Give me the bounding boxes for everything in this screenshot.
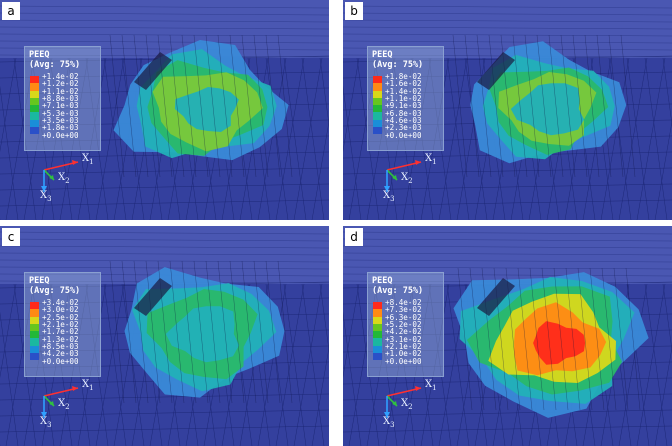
legend-swatch [30, 302, 39, 310]
panel-label: c [2, 228, 20, 246]
legend-swatch [373, 353, 382, 361]
axis-triad [384, 160, 422, 192]
legend-swatch [373, 119, 382, 128]
legend-swatch [30, 345, 39, 354]
panel-label: a [2, 2, 20, 20]
panel-d: d PEEQ (Avg: 75%) +8.4e-02 +7.3e-02 +6.3e-… [343, 226, 672, 446]
legend-swatch [30, 127, 39, 135]
legend-swatch [373, 316, 382, 324]
color-legend: PEEQ (Avg: 75%) +8.4e-02 +7.3e-02 +6.3e-0… [367, 272, 444, 377]
panel-a: a PEEQ (Avg: 75%) +1.4e-02 +1.2e-02 +1.1e-… [0, 0, 329, 220]
panel-b: b PEEQ (Avg: 75%) +1.8e-02 +1.6e-02 +1.4e-… [343, 0, 672, 220]
legend-swatch [373, 105, 382, 113]
axis-label-x1: X1 [425, 153, 437, 166]
axis-label-x1: X1 [425, 379, 437, 392]
legend-swatch [30, 105, 39, 113]
legend-swatch [373, 97, 382, 106]
legend-colorbar [30, 76, 39, 135]
legend-swatch [30, 309, 39, 317]
axis-triad [41, 160, 79, 192]
axis-label-x3: X3 [383, 190, 395, 203]
axis-label-x2: X2 [58, 172, 70, 185]
legend-values: +8.4e-02 +7.3e-02 +6.3e-02 +5.2e-02 +4.2… [385, 298, 422, 366]
legend-title: PEEQ (Avg: 75%) [29, 276, 81, 296]
fe-mesh-plot [343, 226, 672, 446]
axis-label-x2: X2 [58, 398, 70, 411]
legend-swatch [30, 97, 39, 106]
axis-label-x3: X3 [40, 190, 52, 203]
legend-swatch [373, 331, 382, 339]
axis-label-x1: X1 [82, 153, 94, 166]
axis-label-x2: X2 [401, 172, 413, 185]
legend-swatch [373, 127, 382, 135]
axis-label-x1: X1 [82, 379, 94, 392]
legend-colorbar [373, 76, 382, 135]
legend-swatch [373, 345, 382, 354]
axis-label-x2: X2 [401, 398, 413, 411]
legend-swatch [30, 112, 39, 120]
legend-swatch [373, 338, 382, 346]
legend-swatch [30, 353, 39, 361]
legend-values: +3.4e-02 +3.0e-02 +2.5e-02 +2.1e-02 +1.7… [42, 298, 79, 366]
legend-swatch [30, 119, 39, 128]
legend-swatch [30, 76, 39, 84]
legend-title: PEEQ (Avg: 75%) [372, 50, 424, 70]
legend-swatch [373, 76, 382, 84]
legend-title: PEEQ (Avg: 75%) [372, 276, 424, 296]
fe-mesh-plot [0, 226, 329, 446]
legend-values: +1.4e-02 +1.2e-02 +1.1e-02 +8.8e-03 +7.1… [42, 72, 79, 140]
panel-label: d [345, 228, 363, 246]
legend-title: PEEQ (Avg: 75%) [29, 50, 81, 70]
legend-values: +1.8e-02 +1.6e-02 +1.4e-02 +1.1e-02 +9.1… [385, 72, 422, 140]
legend-swatch [373, 309, 382, 317]
legend-swatch [30, 323, 39, 332]
legend-swatch [373, 90, 382, 98]
color-legend: PEEQ (Avg: 75%) +3.4e-02 +3.0e-02 +2.5e-0… [24, 272, 101, 377]
legend-swatch [30, 331, 39, 339]
color-legend: PEEQ (Avg: 75%) +1.4e-02 +1.2e-02 +1.1e-0… [24, 46, 101, 151]
axis-triad [384, 386, 422, 418]
panel-label: b [345, 2, 363, 20]
color-legend: PEEQ (Avg: 75%) +1.8e-02 +1.6e-02 +1.4e-0… [367, 46, 444, 151]
legend-swatch [373, 83, 382, 91]
fe-mesh-plot [343, 0, 672, 220]
axis-label-x3: X3 [383, 416, 395, 429]
legend-swatch [30, 316, 39, 324]
legend-swatch [373, 323, 382, 332]
legend-swatch [30, 338, 39, 346]
legend-colorbar [373, 302, 382, 361]
legend-swatch [373, 302, 382, 310]
fe-mesh-plot [0, 0, 329, 220]
axis-triad [41, 386, 79, 418]
legend-colorbar [30, 302, 39, 361]
axis-label-x3: X3 [40, 416, 52, 429]
panel-c: c PEEQ (Avg: 75%) +3.4e-02 +3.0e-02 +2.5e-… [0, 226, 329, 446]
legend-swatch [373, 112, 382, 120]
legend-swatch [30, 90, 39, 98]
legend-swatch [30, 83, 39, 91]
